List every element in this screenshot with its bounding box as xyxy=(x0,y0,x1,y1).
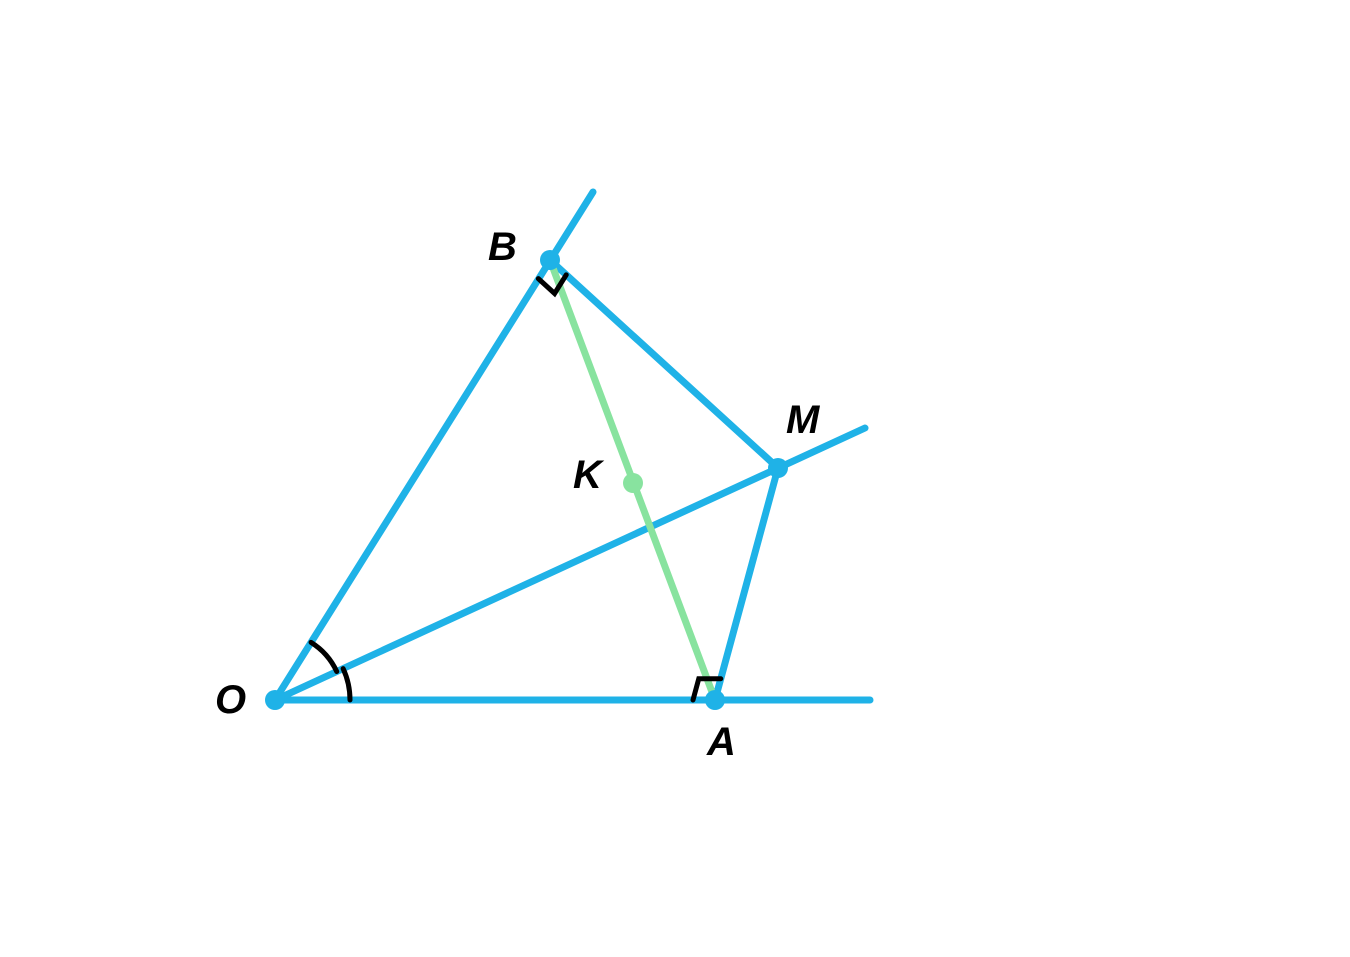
segment-B-M xyxy=(550,260,778,468)
label-K: K xyxy=(573,453,605,497)
angle-arc-1 xyxy=(311,642,337,671)
point-B xyxy=(540,250,560,270)
angle-arc-0 xyxy=(343,669,350,700)
point-K xyxy=(623,473,643,493)
point-M xyxy=(768,458,788,478)
label-M: M xyxy=(786,398,821,442)
segment-A-M xyxy=(715,468,778,700)
label-B: B xyxy=(488,225,517,269)
points-group xyxy=(265,250,788,710)
label-A: A xyxy=(706,720,736,764)
label-O: O xyxy=(215,678,246,722)
segments-group xyxy=(275,192,870,700)
point-A xyxy=(705,690,725,710)
point-O xyxy=(265,690,285,710)
